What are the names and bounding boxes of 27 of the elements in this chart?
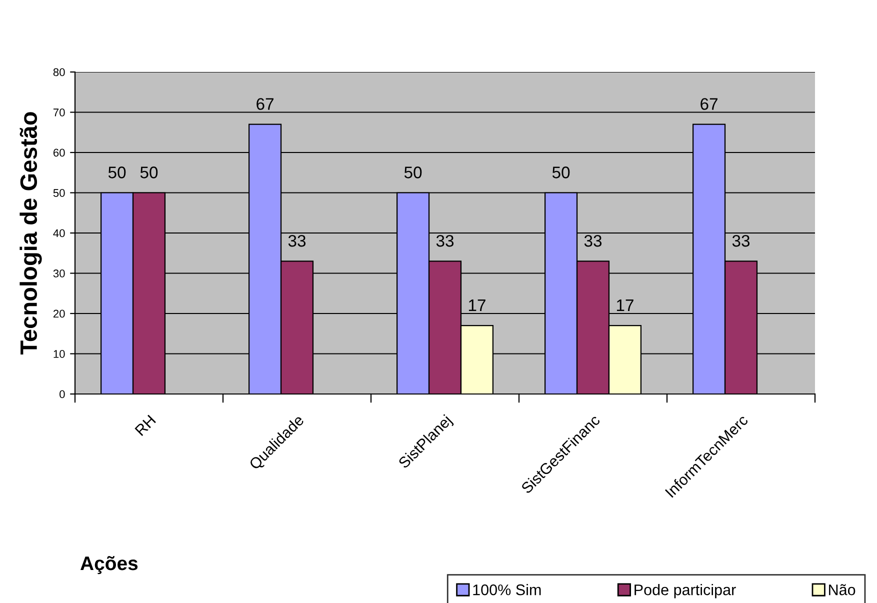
x-axis-title: Ações xyxy=(80,556,138,574)
data-label: 33 xyxy=(732,234,750,247)
y-tick-label: 80 xyxy=(53,68,65,76)
data-label: 33 xyxy=(584,234,602,247)
data-label: 17 xyxy=(616,300,634,312)
legend-label: Não xyxy=(829,584,856,596)
data-label: 50 xyxy=(404,166,422,178)
y-tick-label: 0 xyxy=(60,390,65,398)
data-label: 50 xyxy=(140,166,158,178)
y-tick-label: 50 xyxy=(53,189,65,197)
y-tick-label: 30 xyxy=(53,270,65,278)
y-tick-label: 60 xyxy=(53,148,65,157)
data-label: 17 xyxy=(468,300,486,312)
y-tick-label: 20 xyxy=(53,310,65,318)
y-tick-label: 70 xyxy=(53,108,65,116)
data-label: 50 xyxy=(108,166,126,178)
data-label: 67 xyxy=(700,98,718,110)
data-label: 67 xyxy=(256,98,274,110)
x-tick-label: RH xyxy=(134,414,156,436)
legend-label: Pode participar xyxy=(634,584,736,598)
y-tick-label: 40 xyxy=(53,229,65,238)
data-label: 33 xyxy=(288,234,306,247)
data-label: 50 xyxy=(552,166,570,178)
legend-label: 100% Sim xyxy=(473,584,541,596)
y-tick-label: 10 xyxy=(54,350,65,358)
y-axis-title: Tecnologia de Gestão xyxy=(20,112,42,355)
data-label: 33 xyxy=(436,234,454,247)
